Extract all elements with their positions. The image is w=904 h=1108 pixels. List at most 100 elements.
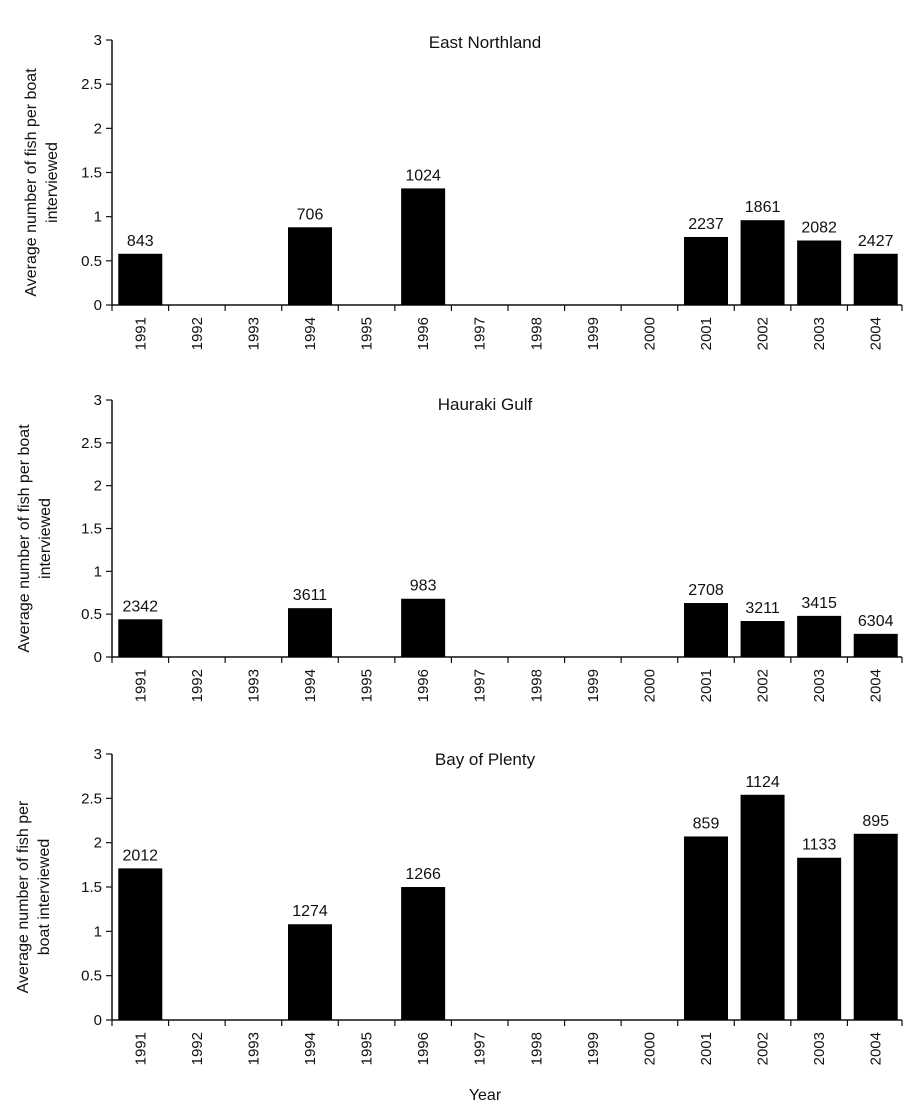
x-tick-label: 2003 bbox=[811, 317, 828, 350]
y-tick-label: 2.5 bbox=[81, 435, 102, 452]
x-tick-label: 1996 bbox=[415, 1032, 432, 1065]
y-tick-label: 1 bbox=[94, 563, 102, 580]
x-tick-label: 1999 bbox=[585, 1032, 602, 1065]
x-tick-label: 2004 bbox=[868, 1032, 885, 1065]
chart-title: Bay of Plenty bbox=[435, 750, 536, 769]
x-tick-label: 1995 bbox=[359, 317, 376, 350]
bar-2003 bbox=[797, 615, 842, 657]
bar-2004 bbox=[853, 253, 898, 305]
bar-data-label: 3211 bbox=[745, 600, 780, 617]
x-tick-label: 1998 bbox=[528, 317, 545, 350]
x-tick-label: 1993 bbox=[245, 669, 262, 702]
bar-data-label: 2708 bbox=[688, 582, 724, 599]
y-tick-label: 1 bbox=[94, 209, 102, 226]
bar-data-label: 2237 bbox=[688, 216, 724, 233]
x-axis-title: Year bbox=[469, 1087, 502, 1104]
y-tick-label: 0.5 bbox=[81, 253, 102, 270]
bar-data-label: 2012 bbox=[122, 847, 158, 864]
bar-1991 bbox=[118, 868, 163, 1020]
y-axis-title-line: interviewed bbox=[44, 142, 61, 223]
x-tick-label: 2004 bbox=[868, 669, 885, 702]
x-tick-label: 1997 bbox=[472, 317, 489, 350]
x-tick-label: 2001 bbox=[698, 1032, 715, 1065]
y-tick-label: 0.5 bbox=[81, 606, 102, 623]
x-tick-label: 1998 bbox=[528, 669, 545, 702]
x-tick-label: 2003 bbox=[811, 669, 828, 702]
x-tick-label: 2003 bbox=[811, 1032, 828, 1065]
x-tick-label: 1999 bbox=[585, 317, 602, 350]
y-tick-label: 2 bbox=[94, 120, 102, 137]
x-tick-label: 2002 bbox=[755, 1032, 772, 1065]
bar-data-label: 706 bbox=[297, 206, 324, 223]
y-tick-label: 2 bbox=[94, 478, 102, 495]
x-tick-label: 1997 bbox=[472, 1032, 489, 1065]
y-axis-title-line: interviewed bbox=[37, 498, 54, 579]
bar-1996 bbox=[401, 598, 446, 657]
bar-2003 bbox=[797, 240, 842, 305]
bar-1991 bbox=[118, 619, 163, 657]
bar-data-label: 1124 bbox=[745, 774, 780, 791]
bar-2001 bbox=[684, 836, 728, 1020]
bar-data-label: 6304 bbox=[858, 613, 894, 630]
chart-panel-2: Hauraki Gulf Average number of fish per b… bbox=[16, 392, 903, 702]
y-tick-label: 3 bbox=[94, 746, 102, 763]
bar-data-label: 2427 bbox=[858, 233, 894, 250]
bar-1996 bbox=[401, 188, 446, 305]
x-tick-label: 1991 bbox=[132, 1032, 149, 1065]
chart-title: East Northland bbox=[429, 33, 541, 52]
y-tick-label: 2.5 bbox=[81, 790, 102, 807]
x-tick-label: 1999 bbox=[585, 669, 602, 702]
x-tick-label: 1995 bbox=[359, 669, 376, 702]
x-tick-label: 1996 bbox=[415, 669, 432, 702]
x-tick-label: 1995 bbox=[359, 1032, 376, 1065]
bar-data-label: 1266 bbox=[405, 866, 441, 883]
y-tick-label: 0 bbox=[94, 649, 102, 666]
bar-1994 bbox=[288, 227, 332, 305]
y-tick-label: 2 bbox=[94, 835, 102, 852]
y-axis-title-line: Average number of fish per bbox=[15, 800, 32, 993]
y-tick-label: 0 bbox=[94, 297, 102, 314]
x-tick-label: 1992 bbox=[189, 669, 206, 702]
bar-data-label: 2342 bbox=[122, 598, 158, 615]
x-tick-label: 1993 bbox=[245, 317, 262, 350]
x-tick-label: 2001 bbox=[698, 317, 715, 350]
bar-data-label: 3415 bbox=[801, 595, 837, 612]
bar-data-label: 1024 bbox=[405, 167, 441, 184]
bar-2004 bbox=[853, 633, 898, 657]
bar-1994 bbox=[288, 608, 332, 657]
x-tick-label: 1997 bbox=[472, 669, 489, 702]
x-tick-label: 1993 bbox=[245, 1032, 262, 1065]
bar-2002 bbox=[740, 794, 785, 1020]
x-tick-label: 2000 bbox=[641, 317, 658, 350]
y-axis-title-line: Average number of fish per boat bbox=[23, 68, 40, 297]
y-axis-title-line: Average number of fish per boat bbox=[16, 424, 33, 653]
x-tick-label: 1994 bbox=[302, 1032, 319, 1065]
bar-1994 bbox=[288, 924, 332, 1020]
bar-2004 bbox=[853, 833, 898, 1020]
bar-1996 bbox=[401, 887, 446, 1020]
y-tick-label: 1.5 bbox=[81, 879, 102, 896]
chart-panel-3: Bay of Plenty Average number of fish per b… bbox=[15, 746, 903, 1065]
x-tick-label: 1991 bbox=[132, 669, 149, 702]
x-tick-label: 1992 bbox=[189, 1032, 206, 1065]
x-tick-label: 2001 bbox=[698, 669, 715, 702]
x-tick-label: 2000 bbox=[641, 669, 658, 702]
y-tick-label: 0.5 bbox=[81, 968, 102, 985]
bar-data-label: 895 bbox=[862, 813, 889, 830]
bar-data-label: 1274 bbox=[292, 903, 328, 920]
x-tick-label: 1994 bbox=[302, 317, 319, 350]
y-tick-label: 1 bbox=[94, 923, 102, 940]
bar-2001 bbox=[684, 603, 728, 657]
bar-data-label: 983 bbox=[410, 578, 437, 595]
bar-2002 bbox=[740, 220, 785, 305]
bar-data-label: 1861 bbox=[745, 199, 781, 216]
y-tick-label: 0 bbox=[94, 1012, 102, 1029]
y-tick-label: 1.5 bbox=[81, 165, 102, 182]
x-tick-label: 2002 bbox=[755, 669, 772, 702]
chart-panel-1: East Northland Average number of fish per… bbox=[23, 32, 903, 350]
y-tick-label: 1.5 bbox=[81, 521, 102, 538]
x-tick-label: 1991 bbox=[132, 317, 149, 350]
x-tick-label: 2004 bbox=[868, 317, 885, 350]
x-tick-label: 1992 bbox=[189, 317, 206, 350]
